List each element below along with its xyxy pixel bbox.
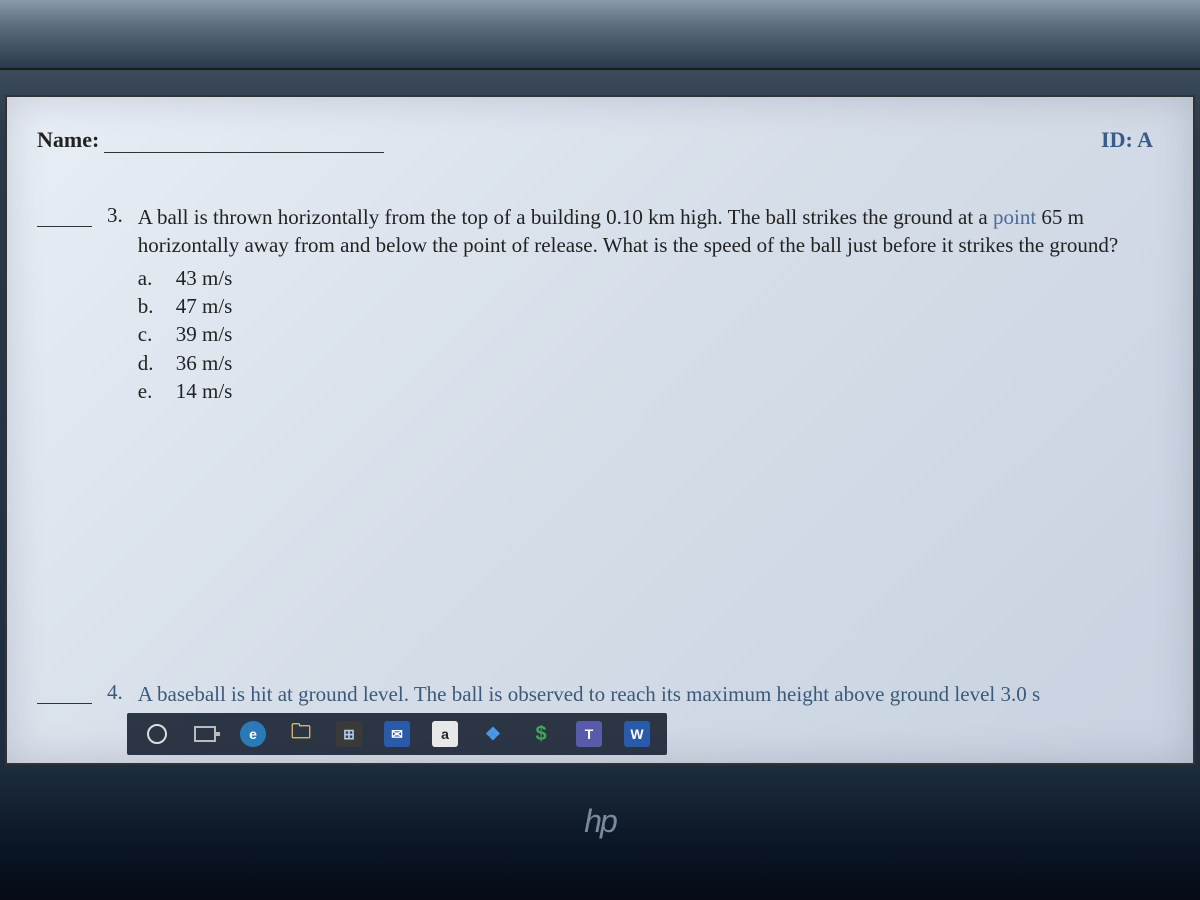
answer-options: a. 43 m/s b. 47 m/s c. 39 m/s d. 36 m/s …	[138, 264, 1153, 406]
monitor-bezel	[0, 0, 1200, 70]
dollar-icon[interactable]: $	[521, 717, 561, 751]
edge-icon[interactable]: e	[233, 717, 273, 751]
taskview-icon[interactable]	[185, 717, 225, 751]
word-icon[interactable]: W	[617, 717, 657, 751]
question-body: A ball is thrown horizontally from the t…	[138, 203, 1153, 405]
question-4: 4. A baseball is hit at ground level. Th…	[37, 680, 1163, 708]
windows-taskbar: e 🗀 ⊞ ✉ a ❖ $ T W	[127, 713, 667, 755]
amazon-icon[interactable]: a	[425, 717, 465, 751]
cortana-icon[interactable]	[137, 717, 177, 751]
dropbox-icon[interactable]: ❖	[473, 717, 513, 751]
name-field: Name:	[37, 127, 384, 153]
id-label: ID: A	[1101, 127, 1153, 153]
name-label: Name:	[37, 127, 99, 153]
option-d: d. 36 m/s	[138, 349, 1153, 377]
question-text: A baseball is hit at ground level. The b…	[138, 680, 1040, 708]
mail-icon[interactable]: ✉	[377, 717, 417, 751]
page-header: Name: ID: A	[27, 127, 1163, 153]
question-number: 4.	[107, 680, 123, 708]
teams-icon[interactable]: T	[569, 717, 609, 751]
option-b: b. 47 m/s	[138, 292, 1153, 320]
option-c: c. 39 m/s	[138, 320, 1153, 348]
hp-logo: hp	[584, 803, 616, 840]
option-e: e. 14 m/s	[138, 377, 1153, 405]
answer-blank	[37, 684, 92, 704]
answer-blank	[37, 207, 92, 227]
question-3: 3. A ball is thrown horizontally from th…	[27, 203, 1163, 405]
name-blank-line	[104, 131, 384, 153]
question-text: A ball is thrown horizontally from the t…	[138, 203, 1153, 260]
explorer-icon[interactable]: 🗀	[281, 717, 321, 751]
question-number: 3.	[107, 203, 123, 405]
option-a: a. 43 m/s	[138, 264, 1153, 292]
document-page: Name: ID: A 3. A ball is thrown horizont…	[5, 95, 1195, 765]
store-icon[interactable]: ⊞	[329, 717, 369, 751]
